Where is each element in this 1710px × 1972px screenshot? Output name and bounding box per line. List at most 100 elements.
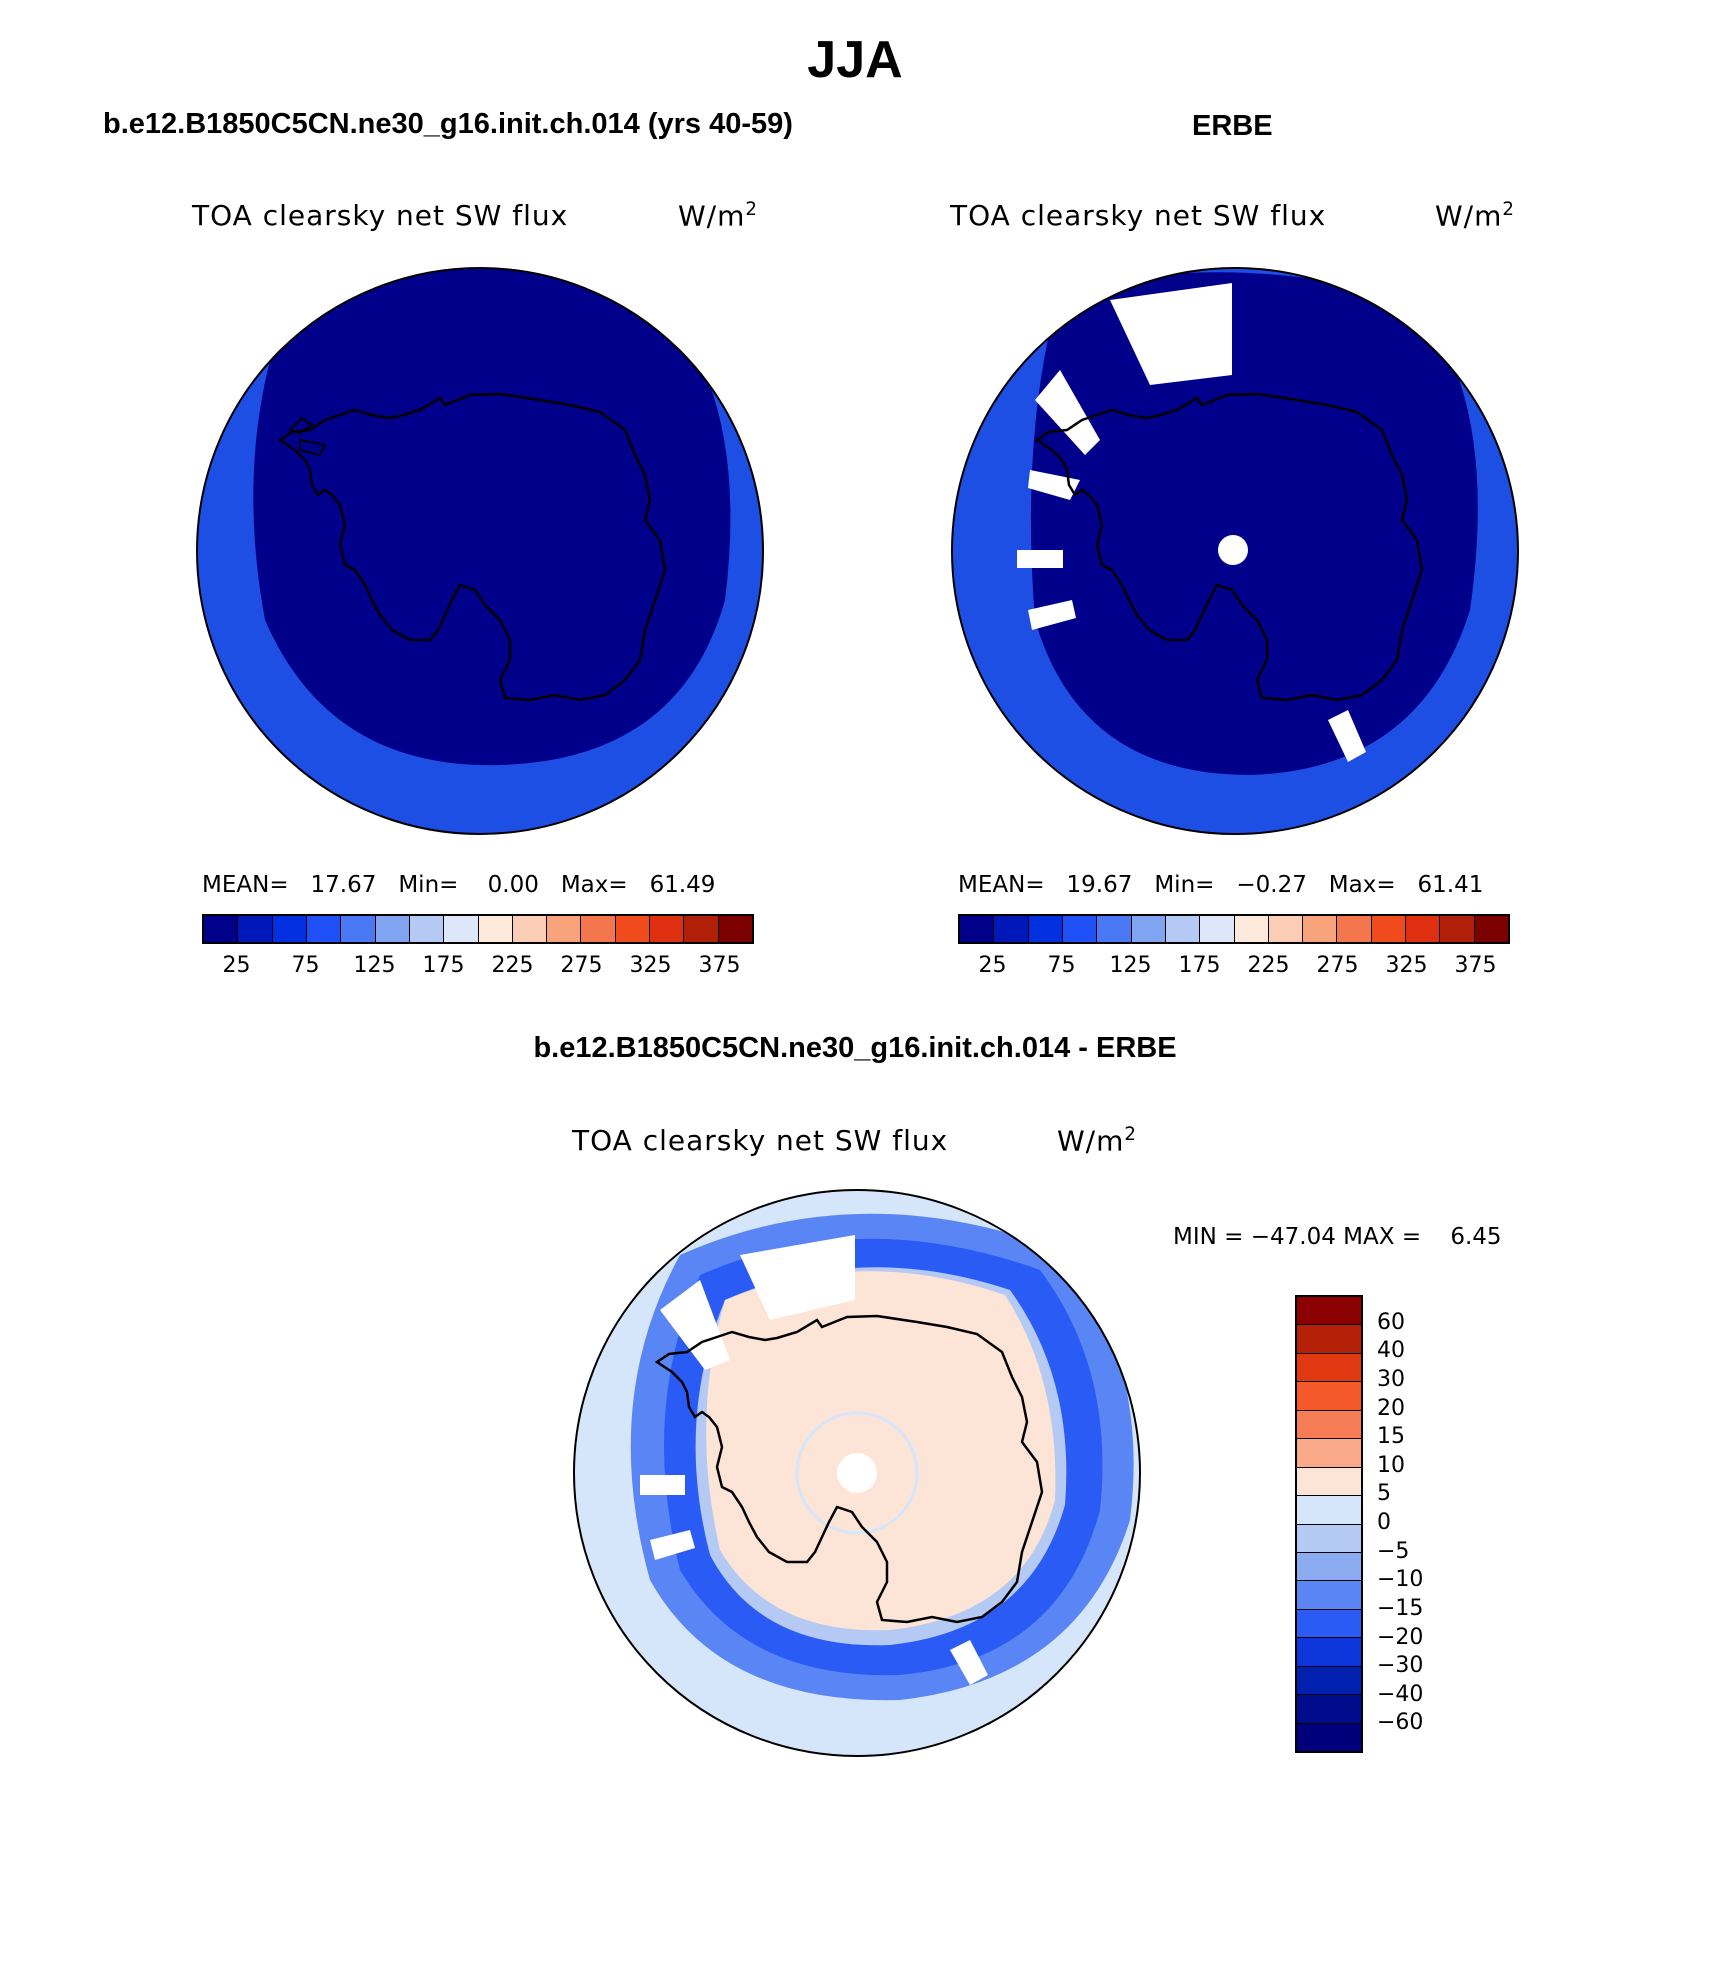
model-polar-fill	[253, 268, 731, 766]
model-colorbar	[202, 914, 754, 944]
colorbar-swatch	[1371, 916, 1407, 942]
colorbar-swatch	[1297, 1410, 1361, 1440]
colorbar-swatch	[1131, 916, 1166, 942]
colorbar-tick-label: 375	[698, 953, 741, 978]
diff-antarctica-coastline	[654, 1314, 1044, 1624]
model-panel-header: b.e12.B1850C5CN.ne30_g16.init.ch.014 (yr…	[103, 108, 793, 140]
colorbar-swatch	[1474, 916, 1508, 942]
model-antarctica-coastline	[277, 392, 667, 702]
diff-background-fill	[574, 1190, 1140, 1756]
colorbar-tick-label: −20	[1377, 1624, 1424, 1650]
diff-map-border	[573, 1189, 1141, 1757]
colorbar-tick-label: −10	[1377, 1567, 1424, 1593]
colorbar-swatch	[1297, 1353, 1361, 1383]
obs-map-border	[951, 267, 1519, 835]
colorbar-swatch	[1297, 1382, 1361, 1411]
colorbar-swatch	[1297, 1439, 1361, 1468]
colorbar-tick-label: 10	[1377, 1452, 1405, 1478]
diff-units-label: W/m2	[1057, 1124, 1137, 1158]
model-ocean-fill	[197, 268, 763, 834]
colorbar-swatch	[581, 916, 616, 942]
colorbar-swatch	[1297, 1467, 1361, 1497]
colorbar-tick-label: 40	[1377, 1338, 1405, 1364]
colorbar-tick-label: 125	[353, 953, 396, 978]
colorbar-swatch	[1297, 1723, 1361, 1751]
colorbar-swatch	[1297, 1638, 1361, 1667]
obs-units-label: W/m2	[1435, 199, 1515, 233]
colorbar-swatch	[1297, 1524, 1361, 1553]
colorbar-swatch	[306, 916, 342, 942]
colorbar-tick-label: 125	[1109, 953, 1152, 978]
colorbar-tick-label: 275	[1316, 953, 1359, 978]
colorbar-swatch	[1297, 1609, 1361, 1639]
colorbar-tick-label: 75	[291, 953, 320, 978]
obs-ocean-fill	[952, 268, 1518, 834]
colorbar-tick-label: 60	[1377, 1309, 1405, 1335]
colorbar-tick-label: −15	[1377, 1595, 1424, 1621]
colorbar-swatch	[1234, 916, 1269, 942]
colorbar-swatch	[1297, 1496, 1361, 1525]
colorbar-swatch	[341, 916, 376, 942]
colorbar-swatch	[375, 916, 410, 942]
diff-panel-header: b.e12.B1850C5CN.ne30_g16.init.ch.014 - E…	[533, 1032, 1177, 1064]
obs-colorbar	[958, 914, 1510, 944]
colorbar-swatch	[1028, 916, 1063, 942]
colorbar-swatch	[718, 916, 752, 942]
colorbar-swatch	[960, 916, 995, 942]
colorbar-swatch	[1062, 916, 1098, 942]
colorbar-tick-label: 25	[978, 953, 1007, 978]
colorbar-swatch	[650, 916, 685, 942]
colorbar-tick-label: −60	[1377, 1710, 1424, 1736]
colorbar-swatch	[1297, 1581, 1361, 1610]
obs-polar-fill	[1030, 272, 1478, 775]
colorbar-swatch	[512, 916, 548, 942]
colorbar-tick-label: 375	[1454, 953, 1497, 978]
colorbar-tick-label: 75	[1047, 953, 1076, 978]
colorbar-swatch	[238, 916, 273, 942]
colorbar-swatch	[1406, 916, 1441, 942]
diff-negative-ring	[630, 1213, 1134, 1701]
colorbar-swatch	[1297, 1297, 1361, 1326]
colorbar-swatch	[1097, 916, 1132, 942]
colorbar-swatch	[204, 916, 239, 942]
diff-missing-data-1	[740, 1235, 855, 1320]
colorbar-tick-label: 25	[222, 953, 251, 978]
colorbar-swatch	[615, 916, 651, 942]
obs-missing-data-1	[1110, 283, 1232, 385]
colorbar-swatch	[478, 916, 513, 942]
colorbar-swatch	[994, 916, 1029, 942]
colorbar-swatch	[1440, 916, 1475, 942]
model-map-border	[196, 267, 764, 835]
obs-panel-header: ERBE	[1192, 110, 1273, 142]
colorbar-swatch	[547, 916, 582, 942]
colorbar-tick-label: −40	[1377, 1681, 1424, 1707]
colorbar-tick-label: 225	[1247, 953, 1290, 978]
colorbar-tick-label: 20	[1377, 1395, 1405, 1421]
colorbar-tick-label: −5	[1377, 1538, 1410, 1564]
colorbar-tick-label: 0	[1377, 1510, 1391, 1535]
obs-variable-label: TOA clearsky net SW flux	[950, 199, 1327, 232]
colorbar-swatch	[444, 916, 479, 942]
colorbar-tick-label: 15	[1377, 1424, 1405, 1450]
colorbar-swatch	[409, 916, 445, 942]
colorbar-swatch	[1297, 1552, 1361, 1582]
model-variable-label: TOA clearsky net SW flux	[192, 199, 569, 232]
obs-missing-data-2	[1035, 370, 1100, 455]
diff-variable-label: TOA clearsky net SW flux	[572, 1124, 949, 1157]
colorbar-swatch	[1268, 916, 1304, 942]
colorbar-swatch	[1200, 916, 1235, 942]
obs-colorbar-tick-labels: 25 75 125 175 225 275 325 375	[958, 953, 1510, 983]
model-units-label: W/m2	[678, 199, 758, 233]
colorbar-tick-label: 275	[560, 953, 603, 978]
diff-stats: MIN = −47.04 MAX = 6.45	[1173, 1224, 1502, 1250]
colorbar-swatch	[684, 916, 719, 942]
colorbar-tick-label: 30	[1377, 1366, 1405, 1392]
colorbar-swatch	[1303, 916, 1338, 942]
colorbar-tick-label: 325	[1385, 953, 1428, 978]
colorbar-swatch	[1337, 916, 1372, 942]
model-stats: MEAN= 17.67 Min= 0.00 Max= 61.49	[202, 872, 716, 898]
colorbar-swatch	[1297, 1666, 1361, 1696]
colorbar-tick-label: −30	[1377, 1653, 1424, 1679]
colorbar-tick-label: 175	[1178, 953, 1221, 978]
diff-positive-interior	[706, 1271, 1056, 1631]
